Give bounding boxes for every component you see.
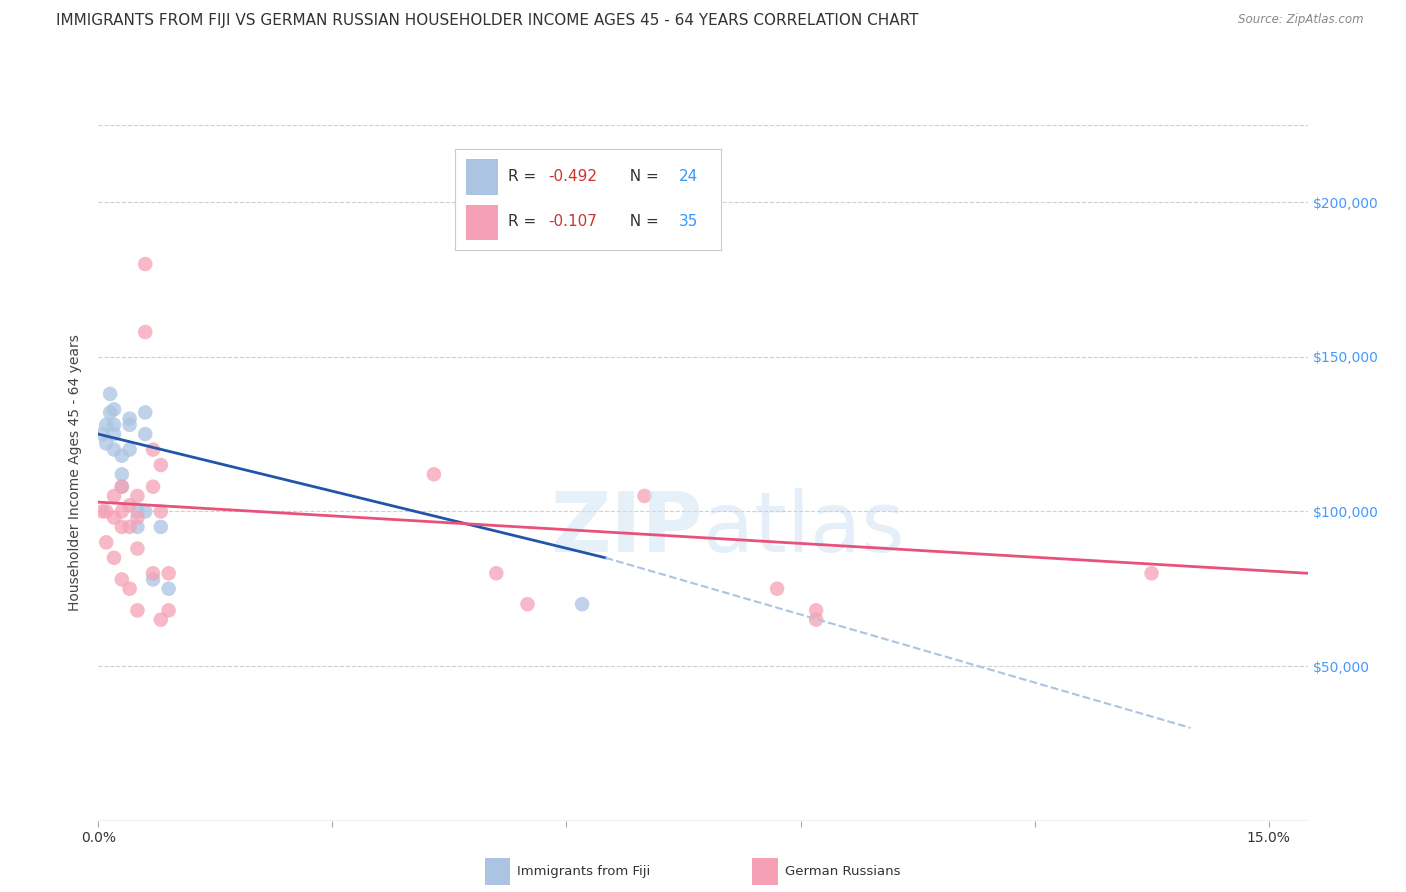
Point <box>804 613 827 627</box>
Point <box>91 427 114 442</box>
Point <box>111 480 134 494</box>
Point <box>111 504 134 518</box>
Point <box>96 504 118 518</box>
Point <box>516 597 538 611</box>
Point <box>103 550 125 565</box>
Point <box>804 603 827 617</box>
Point <box>157 582 180 596</box>
Point <box>142 573 165 587</box>
Point <box>157 603 180 617</box>
Point <box>142 480 165 494</box>
Point <box>111 449 134 463</box>
Text: Source: ZipAtlas.com: Source: ZipAtlas.com <box>1239 13 1364 27</box>
Point <box>96 436 118 450</box>
Point <box>127 520 149 534</box>
Point <box>98 387 121 401</box>
Point <box>118 442 141 457</box>
Point <box>134 257 156 271</box>
Point <box>127 541 149 556</box>
Point <box>118 520 141 534</box>
Point <box>149 613 172 627</box>
Point <box>103 510 125 524</box>
Point <box>134 427 156 442</box>
Point <box>127 603 149 617</box>
Point <box>149 520 172 534</box>
Point <box>142 442 165 457</box>
Point <box>96 535 118 549</box>
Point <box>111 480 134 494</box>
Point <box>134 504 156 518</box>
Point <box>103 442 125 457</box>
Point <box>103 402 125 417</box>
Point <box>118 411 141 425</box>
Point <box>118 582 141 596</box>
Point <box>103 427 125 442</box>
Point <box>111 520 134 534</box>
Text: atlas: atlas <box>703 488 904 569</box>
Point <box>118 498 141 512</box>
Point <box>485 566 508 581</box>
Point <box>149 504 172 518</box>
Point <box>111 573 134 587</box>
Point <box>103 417 125 432</box>
Y-axis label: Householder Income Ages 45 - 64 years: Householder Income Ages 45 - 64 years <box>69 334 83 611</box>
Point <box>96 417 118 432</box>
Point <box>633 489 655 503</box>
Point <box>127 504 149 518</box>
Point <box>103 489 125 503</box>
Point <box>127 510 149 524</box>
Point <box>1140 566 1163 581</box>
Text: German Russians: German Russians <box>785 865 900 878</box>
Point <box>127 489 149 503</box>
Point <box>118 417 141 432</box>
Point <box>91 504 114 518</box>
Point <box>571 597 593 611</box>
Point <box>98 405 121 419</box>
Point <box>134 405 156 419</box>
Text: Immigrants from Fiji: Immigrants from Fiji <box>517 865 651 878</box>
Point <box>423 467 446 482</box>
Text: IMMIGRANTS FROM FIJI VS GERMAN RUSSIAN HOUSEHOLDER INCOME AGES 45 - 64 YEARS COR: IMMIGRANTS FROM FIJI VS GERMAN RUSSIAN H… <box>56 13 918 29</box>
Point <box>766 582 789 596</box>
Text: ZIP: ZIP <box>551 488 703 569</box>
Point <box>111 467 134 482</box>
Point <box>134 325 156 339</box>
Point <box>157 566 180 581</box>
Point <box>149 458 172 472</box>
Point <box>142 566 165 581</box>
